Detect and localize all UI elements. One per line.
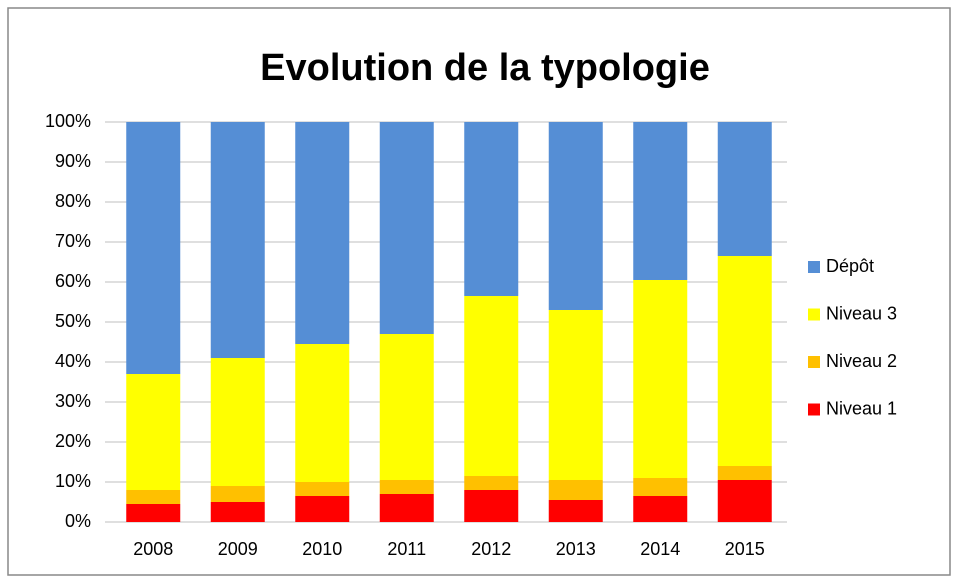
bar-segment xyxy=(464,476,519,490)
bar-segment xyxy=(295,344,350,482)
y-tick-label: 80% xyxy=(55,191,91,211)
bar-segment xyxy=(464,296,519,476)
legend-swatch xyxy=(808,356,820,368)
bar-segment xyxy=(379,494,434,522)
y-tick-label: 90% xyxy=(55,151,91,171)
bar-segment xyxy=(464,122,519,296)
bar-segment xyxy=(295,482,350,496)
bar-segment xyxy=(379,480,434,494)
bar-segment xyxy=(464,490,519,522)
bar-segment xyxy=(210,358,265,486)
bar-segment xyxy=(126,504,181,522)
y-tick-label: 10% xyxy=(55,471,91,491)
bar-segment xyxy=(633,280,688,478)
x-tick-label: 2012 xyxy=(471,539,511,559)
legend-swatch xyxy=(808,403,820,416)
bar-segment xyxy=(633,122,688,280)
bar-segment xyxy=(210,486,265,502)
bar-segment xyxy=(126,490,181,504)
bar-segment xyxy=(548,310,603,480)
bar-segment xyxy=(633,478,688,496)
x-tick-label: 2009 xyxy=(218,539,258,559)
y-tick-label: 50% xyxy=(55,311,91,331)
bar-segment xyxy=(379,334,434,480)
x-tick-label: 2013 xyxy=(556,539,596,559)
y-tick-label: 0% xyxy=(65,511,91,531)
bar-segment xyxy=(379,122,434,334)
bar-segment xyxy=(717,466,772,480)
y-tick-label: 70% xyxy=(55,231,91,251)
legend-label: Niveau 1 xyxy=(826,398,897,418)
bar-segment xyxy=(548,122,603,310)
bar-segment xyxy=(126,374,181,490)
x-tick-label: 2014 xyxy=(640,539,680,559)
legend-swatch xyxy=(808,308,820,321)
bar-segment xyxy=(717,256,772,466)
bar-segment xyxy=(210,122,265,358)
x-tick-label: 2008 xyxy=(133,539,173,559)
bar-segment xyxy=(717,122,772,256)
x-tick-label: 2010 xyxy=(302,539,342,559)
y-tick-label: 40% xyxy=(55,351,91,371)
y-tick-label: 100% xyxy=(45,111,91,131)
legend-swatch xyxy=(808,261,820,273)
bar-segment xyxy=(295,496,350,522)
legend-label: Niveau 2 xyxy=(826,351,897,371)
legend-label: Niveau 3 xyxy=(826,303,897,323)
chart-title: Evolution de la typologie xyxy=(260,47,710,89)
y-tick-label: 60% xyxy=(55,271,91,291)
legend-label: Dépôt xyxy=(826,256,874,276)
x-tick-label: 2011 xyxy=(387,539,426,559)
bar-segment xyxy=(717,480,772,522)
bar-segment xyxy=(548,500,603,522)
y-tick-label: 20% xyxy=(55,431,91,451)
bar-segment xyxy=(633,496,688,522)
bar-segment xyxy=(126,122,181,374)
bar-segment xyxy=(295,122,350,344)
y-tick-label: 30% xyxy=(55,391,91,411)
x-tick-label: 2015 xyxy=(725,539,765,559)
bar-segment xyxy=(210,502,265,522)
bar-segment xyxy=(548,480,603,500)
